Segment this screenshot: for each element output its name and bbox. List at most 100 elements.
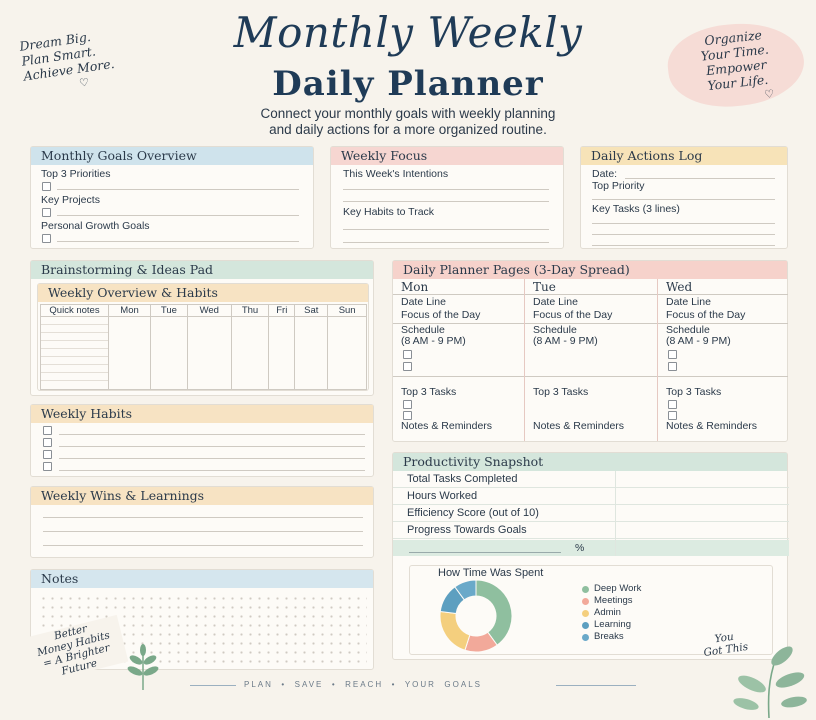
day-column-mon: Mon Date Line Focus of the Day Schedule …	[393, 279, 526, 441]
checkbox[interactable]	[668, 400, 677, 409]
checkbox[interactable]	[43, 450, 52, 459]
checkbox[interactable]	[43, 438, 52, 447]
weekly-focus-card: Weekly Focus This Week's Intentions Key …	[330, 146, 564, 249]
weekly-overview-table: Quick notes Mon Tue Wed Thu Fri Sat Sun	[40, 304, 367, 390]
footer-sep: •	[281, 680, 287, 689]
subtitle-line: Connect your monthly goals with weekly p…	[260, 106, 556, 121]
legend-swatch	[582, 598, 589, 605]
chart-legend: Deep Work Meetings Admin Learning Breaks	[578, 566, 718, 656]
write-line	[59, 434, 365, 435]
notes-card: Notes	[30, 569, 374, 670]
divider	[525, 323, 657, 324]
checkbox[interactable]	[403, 411, 412, 420]
footer-tagline: PLAN • SAVE • REACH • YOUR GOALS	[244, 680, 544, 689]
daily-actions-card: Daily Actions Log Date: Top Priority Key…	[580, 146, 788, 249]
personal-growth-label: Personal Growth Goals	[41, 220, 150, 232]
footer-sep: •	[391, 680, 397, 689]
write-line	[57, 215, 299, 216]
schedule-label: Schedule	[666, 324, 710, 336]
chart-title: How Time Was Spent	[438, 567, 544, 579]
checkbox[interactable]	[668, 362, 677, 371]
divider	[393, 323, 524, 324]
footer-sep: •	[331, 680, 337, 689]
day-column-tue: Tue Date Line Focus of the Day Schedule …	[525, 279, 658, 441]
row-label: Progress Towards Goals	[407, 524, 527, 536]
write-line	[625, 178, 775, 179]
day-header: Sat	[294, 304, 329, 317]
day-header: Mon	[107, 304, 152, 317]
top3-label: Top 3 Priorities	[41, 168, 111, 180]
write-line	[43, 531, 363, 532]
weekly-focus-title: Weekly Focus	[331, 147, 563, 165]
top3-label: Top 3 Tasks	[666, 386, 722, 398]
checkbox[interactable]	[43, 426, 52, 435]
progress-row[interactable]	[393, 540, 789, 556]
plant-icon	[733, 646, 807, 718]
focus-label: Focus of the Day	[666, 309, 746, 321]
hours-label: (8 AM - 9 PM)	[401, 335, 466, 347]
schedule-label: Schedule	[401, 324, 445, 336]
checkbox[interactable]	[42, 208, 51, 217]
day-cell[interactable]	[230, 316, 270, 390]
top3-label: Top 3 Tasks	[401, 386, 457, 398]
focus-label: Focus of the Day	[401, 309, 481, 321]
day-header: Fri	[268, 304, 296, 317]
daily-actions-title: Daily Actions Log	[581, 147, 787, 165]
snapshot-row[interactable]: Efficiency Score (out of 10)	[393, 505, 789, 522]
divider	[525, 294, 657, 295]
snapshot-row[interactable]: Progress Towards Goals	[393, 522, 789, 539]
checkbox[interactable]	[668, 350, 677, 359]
time-spent-chart: How Time Was Spent Deep Work Meetings Admi…	[409, 565, 773, 655]
day-header: Sun	[327, 304, 367, 317]
day-name: Wed	[666, 280, 693, 294]
snapshot-row[interactable]: Hours Worked	[393, 488, 789, 505]
day-cell[interactable]	[186, 316, 232, 390]
write-line	[592, 245, 775, 246]
divider	[525, 376, 657, 377]
write-line	[409, 552, 561, 553]
key-projects-label: Key Projects	[41, 194, 100, 206]
write-line	[592, 223, 775, 224]
divider	[658, 294, 788, 295]
date-line-label: Date Line	[666, 296, 711, 308]
checkbox[interactable]	[42, 182, 51, 191]
notes-label: Notes & Reminders	[533, 420, 625, 432]
write-line	[343, 242, 549, 243]
day-cell[interactable]	[150, 316, 188, 390]
checkbox[interactable]	[403, 350, 412, 359]
weekly-wins-title: Weekly Wins & Learnings	[31, 487, 373, 505]
checkbox[interactable]	[43, 462, 52, 471]
daily-pages-card: Daily Planner Pages (3-Day Spread) Mon D…	[392, 260, 788, 442]
legend-swatch	[582, 622, 589, 629]
date-line-label: Date Line	[401, 296, 446, 308]
donut-slice-deep-work	[475, 579, 513, 646]
divider	[393, 376, 524, 377]
hours-label: (8 AM - 9 PM)	[533, 335, 598, 347]
legend-label: Admin	[594, 607, 621, 618]
legend-swatch	[582, 634, 589, 641]
daily-pages-title: Daily Planner Pages (3-Day Spread)	[393, 261, 787, 279]
checkbox[interactable]	[403, 400, 412, 409]
day-cell[interactable]	[327, 316, 367, 390]
checkbox[interactable]	[403, 362, 412, 371]
day-header: Thu	[230, 304, 270, 317]
footer-word: PLAN	[244, 680, 273, 689]
day-cell[interactable]	[294, 316, 329, 390]
quick-notes-cell[interactable]	[40, 316, 109, 390]
write-line	[59, 458, 365, 459]
checkbox[interactable]	[42, 234, 51, 243]
title-line1: Monthly Weekly	[233, 8, 583, 57]
monthly-goals-title: Monthly Goals Overview	[31, 147, 313, 165]
row-label: Total Tasks Completed	[407, 473, 518, 485]
notes-title: Notes	[31, 570, 373, 588]
column-divider	[524, 279, 525, 441]
weekly-habits-card: Weekly Habits	[30, 404, 374, 477]
brainstorm-title: Brainstorming & Ideas Pad	[31, 261, 373, 279]
row-label: Hours Worked	[407, 490, 478, 502]
day-cell[interactable]	[107, 316, 152, 390]
snapshot-row[interactable]: Total Tasks Completed	[393, 471, 789, 488]
legend-label: Learning	[594, 619, 631, 630]
day-cell[interactable]	[268, 316, 296, 390]
footer-rule-left	[190, 685, 236, 686]
checkbox[interactable]	[668, 411, 677, 420]
